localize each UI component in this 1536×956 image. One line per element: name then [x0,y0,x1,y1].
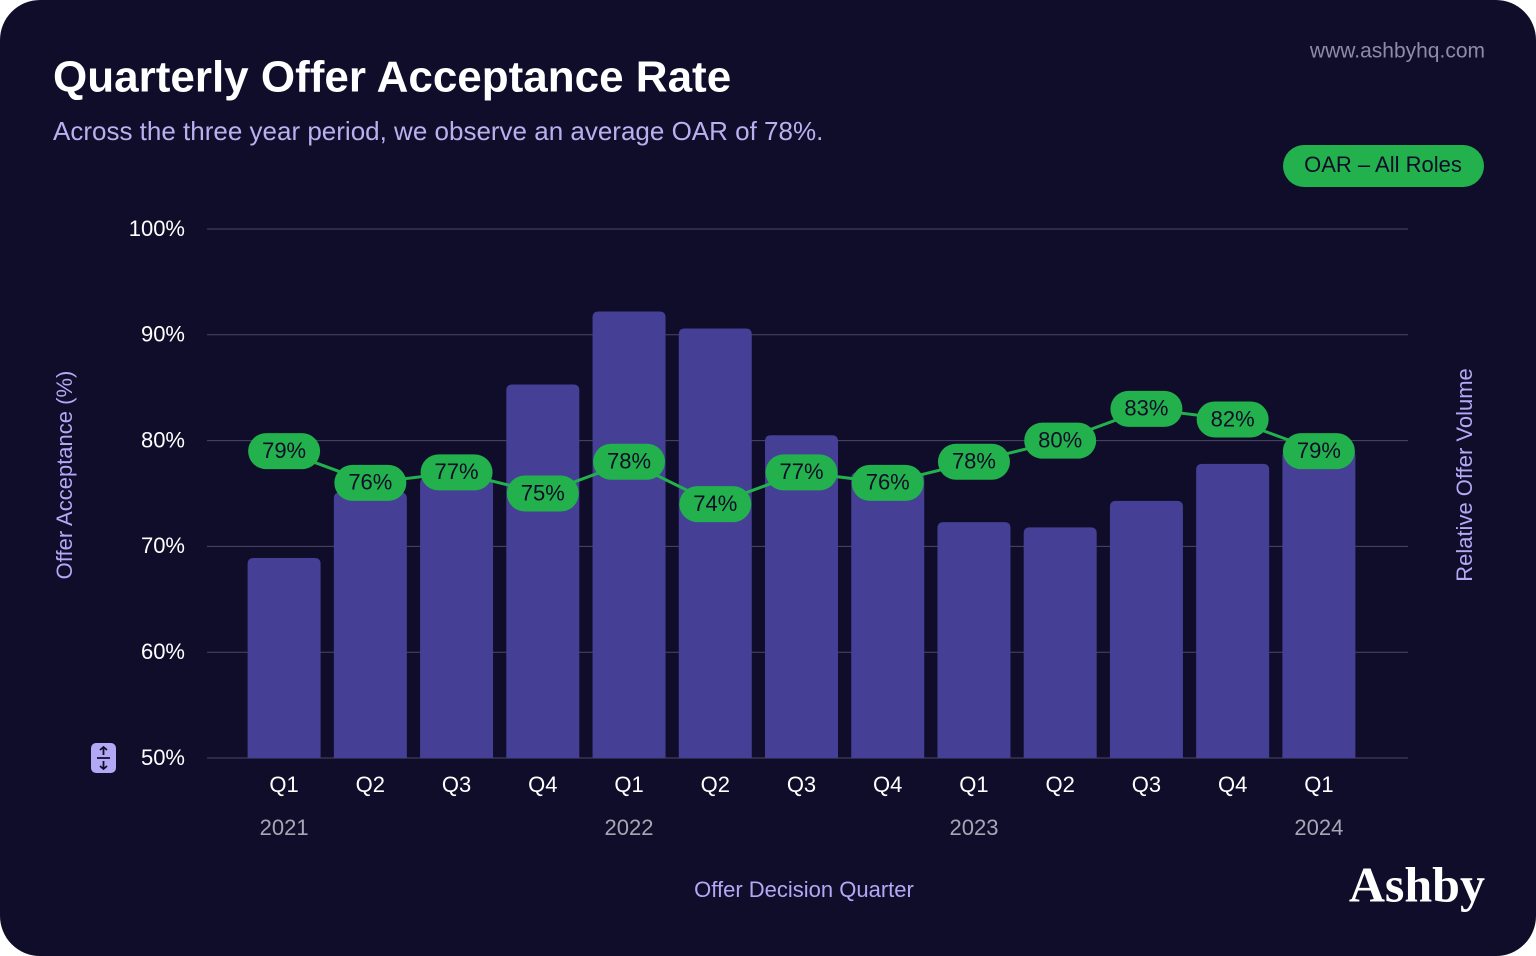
data-label: 76% [866,470,910,495]
bar [333,492,407,758]
x-tick-label: Q1 [959,772,988,797]
x-tick-label: Q2 [356,772,385,797]
data-label: 75% [521,480,565,505]
x-tick-label: Q1 [269,772,298,797]
y-tick-label: 60% [141,639,185,664]
data-label: 77% [435,459,479,484]
point-label-bg [765,454,838,491]
x-tick-label: Q4 [528,772,557,797]
bar [765,435,838,758]
bar [592,311,666,758]
point-label-bg [679,486,752,523]
bar [1196,463,1270,758]
y-tick-label: 90% [141,322,185,347]
point-label-bg [420,454,493,491]
point-label-bg [1196,401,1269,438]
x-tick-label: Q3 [787,772,816,797]
bar [1282,450,1356,758]
legend-swatch [1283,145,1484,187]
data-label: 77% [779,459,823,484]
chart-title: Quarterly Offer Acceptance Rate [53,53,731,102]
x-tick-label: Q2 [701,772,730,797]
data-label: 79% [1297,438,1341,463]
bar [1109,500,1183,758]
data-label: 78% [607,449,651,474]
bar [1023,527,1097,758]
point-label-bg [593,443,666,480]
scale-icon [91,743,116,773]
year-label: 2023 [949,815,998,840]
x-tick-label: Q3 [1132,772,1161,797]
data-label: 82% [1211,406,1255,431]
bar [420,477,494,758]
legend-label: OAR – All Roles [1304,152,1462,177]
year-label: 2024 [1294,815,1343,840]
data-label: 79% [262,438,306,463]
bar [678,328,752,758]
x-tick-label: Q1 [1304,772,1333,797]
point-label-bg [506,475,579,512]
x-tick-label: Q4 [873,772,902,797]
source-url: www.ashbyhq.com [1309,40,1485,63]
brand: Ashby [1349,856,1485,912]
x-axis-title: Offer Decision Quarter [694,877,914,902]
y-tick-label: 70% [141,533,185,558]
bar [506,384,580,758]
point-label-bg [1024,422,1097,459]
year-label: 2021 [260,815,309,840]
data-label: 78% [952,449,996,474]
data-label: 80% [1038,427,1082,452]
point-label-bg [851,464,924,501]
x-tick-label: Q1 [614,772,643,797]
year-label: 2022 [605,815,654,840]
y-tick-label: 80% [141,427,185,452]
x-tick-label: Q2 [1046,772,1075,797]
x-tick-label: Q4 [1218,772,1247,797]
point-label-bg [1282,433,1355,470]
y-tick-label: 100% [129,216,185,241]
y2-axis-title: Relative Offer Volume [1452,368,1477,582]
bar [937,522,1011,758]
data-label: 74% [693,491,737,516]
y-tick-label: 50% [141,745,185,770]
data-label: 76% [348,470,392,495]
bar [851,472,925,758]
x-tick-label: Q3 [442,772,471,797]
point-label-bg [937,443,1010,480]
chart-subtitle: Across the three year period, we observe… [53,116,823,146]
point-label-bg [334,464,407,501]
y-axis-title: Offer Acceptance (%) [52,371,77,580]
point-label-bg [1110,390,1183,427]
bar [247,558,321,758]
point-label-bg [248,433,321,470]
data-label: 83% [1124,396,1168,421]
